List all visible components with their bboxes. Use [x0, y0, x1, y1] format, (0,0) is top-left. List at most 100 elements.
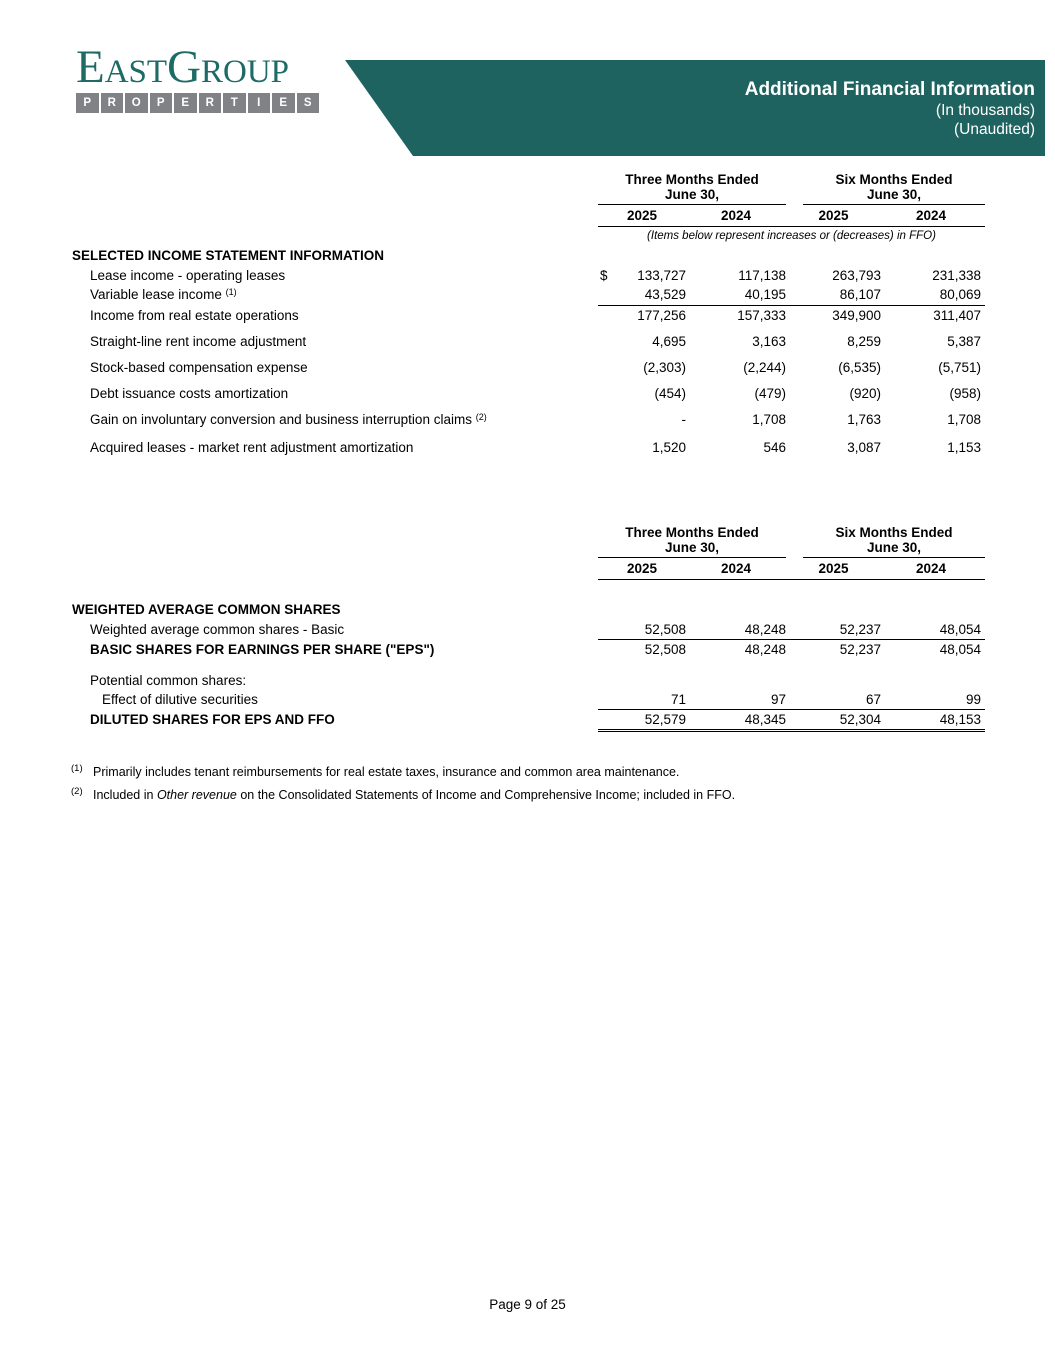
table-row: Variable lease income (1) 43,529 40,195 … [72, 285, 985, 306]
logo-letter: E [174, 93, 197, 113]
row-label: Debt issuance costs amortization [90, 386, 289, 401]
value-cell: 8,259 [847, 334, 881, 349]
value-cell: 52,304 [839, 712, 881, 727]
year-column-header: 2025 [626, 208, 658, 223]
footnote-marker: (1) [71, 763, 83, 774]
value-cell: 117,138 [738, 268, 786, 283]
period-header-row: Three Months Ended June 30, Six Months E… [598, 525, 985, 558]
table-row: BASIC SHARES FOR EARNINGS PER SHARE ("EP… [72, 640, 985, 659]
row-label: Effect of dilutive securities [102, 692, 258, 707]
year-header-row: 2025 2024 2025 2024 [598, 558, 985, 580]
period-group-six-months: Six Months Ended June 30, [803, 172, 985, 205]
year-column-header: 2025 [818, 208, 849, 223]
value-cell: $133,727 [600, 268, 686, 283]
year-column-header: 2024 [915, 208, 947, 223]
value-cell: 71 [670, 692, 686, 707]
logo-letter: E [272, 93, 295, 113]
section-title: WEIGHTED AVERAGE COMMON SHARES [72, 602, 341, 617]
value-cell: 311,407 [933, 308, 981, 323]
value-cell: 263,793 [832, 268, 881, 283]
logo-wordmark: EastGroup [76, 41, 290, 93]
row-label: Gain on involuntary conversion and busin… [90, 412, 487, 427]
logo-letter: O [125, 93, 148, 113]
year-column-header: 2024 [720, 208, 752, 223]
value-cell: - [681, 412, 687, 427]
value-cell: 349,900 [832, 308, 881, 323]
value-cell: (2,244) [743, 360, 786, 375]
value-cell: 52,579 [644, 712, 686, 727]
ffo-note: (Items below represent increases or (dec… [647, 230, 936, 242]
period-group-three-months: Three Months Ended June 30, [598, 172, 786, 205]
value-cell: 157,333 [737, 308, 786, 323]
value-cell: (479) [754, 386, 786, 401]
value-cell: 48,153 [939, 712, 981, 727]
logo-letter: S [296, 93, 319, 113]
period-group-three-months: Three Months Ended June 30, [598, 525, 786, 558]
value-cell: 52,237 [839, 622, 881, 637]
row-label: Income from real estate operations [90, 308, 299, 323]
title-banner: Additional Financial Information (In tho… [345, 60, 1045, 156]
value-cell: 48,248 [744, 642, 786, 657]
value-cell: 5,387 [947, 334, 981, 349]
table-row: Stock-based compensation expense (2,303)… [72, 358, 985, 377]
year-header-row: 2025 2024 2025 2024 [598, 205, 985, 227]
logo-letter: R [100, 93, 123, 113]
value-cell: 86,107 [839, 287, 881, 302]
value-cell: 48,345 [744, 712, 786, 727]
value-cell: 48,054 [939, 642, 981, 657]
value-cell: 48,248 [744, 622, 786, 637]
value-cell: (454) [654, 386, 686, 401]
footnote-marker: (2) [71, 786, 83, 797]
value-cell: 67 [865, 692, 881, 707]
logo-letter: T [223, 93, 246, 113]
logo-letter: P [76, 93, 99, 113]
table-row: Income from real estate operations 177,2… [72, 306, 985, 325]
table-row: Effect of dilutive securities 71 97 67 9… [72, 690, 985, 710]
value-cell: 1,763 [847, 412, 881, 427]
value-cell: 52,508 [644, 622, 686, 637]
value-cell: 546 [763, 440, 786, 455]
period-header-row: Three Months Ended June 30, Six Months E… [598, 172, 985, 205]
logo-letter: R [198, 93, 221, 113]
footnote-2: (2) Included in Other revenue on the Con… [71, 786, 736, 802]
table-row: Straight-line rent income adjustment 4,6… [72, 332, 985, 351]
value-cell: 231,338 [932, 268, 981, 283]
value-cell: (5,751) [938, 360, 981, 375]
value-cell: 48,054 [939, 622, 981, 637]
row-label: Weighted average common shares - Basic [90, 622, 345, 637]
row-label: Variable lease income (1) [90, 287, 237, 302]
footnote-ref: (2) [475, 412, 487, 422]
value-cell: 4,695 [652, 334, 686, 349]
table-rows: Weighted average common shares - Basic 5… [72, 620, 985, 732]
table-rows: Lease income - operating leases $133,727… [72, 266, 985, 457]
table-row: DILUTED SHARES FOR EPS AND FFO 52,579 48… [72, 710, 985, 732]
logo-properties-bar: P R O P E R T I E S [76, 93, 319, 113]
value-cell: 1,153 [947, 440, 981, 455]
period-group-six-months: Six Months Ended June 30, [803, 525, 985, 558]
footnote-1: (1) Primarily includes tenant reimbursem… [71, 763, 680, 779]
value-cell: 80,069 [939, 287, 981, 302]
section-title: SELECTED INCOME STATEMENT INFORMATION [72, 248, 384, 263]
value-cell: 1,520 [652, 440, 686, 455]
table-row: Lease income - operating leases $133,727… [72, 266, 985, 285]
table-row: Weighted average common shares - Basic 5… [72, 620, 985, 640]
value-cell: 177,256 [637, 308, 686, 323]
banner-subtitle-thousands: (In thousands) [935, 102, 1035, 119]
logo-letter: P [149, 93, 172, 113]
footnote-ref: (1) [225, 287, 237, 297]
eastgroup-logo: EastGroup P R O P E R T I E S [76, 42, 319, 113]
row-label: Stock-based compensation expense [90, 360, 308, 375]
value-cell: 1,708 [752, 412, 786, 427]
page-number: Page 9 of 25 [489, 1297, 566, 1312]
row-label: Lease income - operating leases [90, 268, 286, 283]
value-cell: (920) [849, 386, 881, 401]
value-cell: 52,508 [644, 642, 686, 657]
row-label: BASIC SHARES FOR EARNINGS PER SHARE ("EP… [90, 642, 435, 657]
value-cell: 99 [965, 692, 981, 707]
table-row: Gain on involuntary conversion and busin… [72, 410, 985, 431]
table-income-statement: Three Months Ended June 30, Six Months E… [72, 172, 985, 457]
currency-symbol: $ [600, 268, 608, 283]
footnotes: (1) Primarily includes tenant reimbursem… [71, 763, 891, 810]
value-cell: 97 [770, 692, 786, 707]
table-row: Potential common shares: [72, 671, 985, 690]
